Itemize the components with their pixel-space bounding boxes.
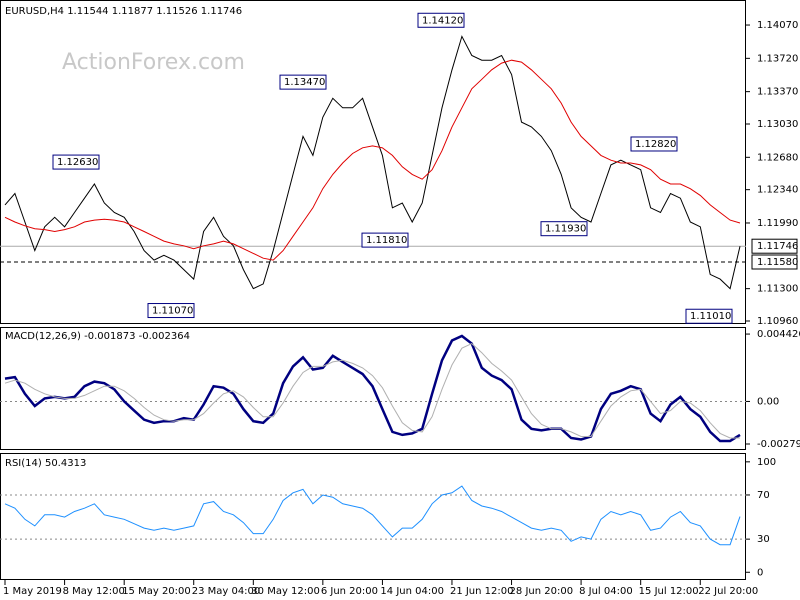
price-label: 1.11070: [152, 306, 193, 317]
y-tick-label: 0.004426: [757, 329, 800, 340]
series-line: [4, 334, 741, 443]
price-label: 1.11810: [366, 235, 407, 246]
watermark: ActionForex.com: [62, 50, 245, 75]
price-label: 1.12820: [635, 139, 676, 150]
y-tick-label: 1.12340: [757, 185, 798, 196]
x-tick-label: 22 Jul 20:00: [698, 586, 758, 597]
price-panel: [0, 0, 746, 324]
x-tick-label: 15 Jul 12:00: [639, 586, 699, 597]
x-tick-label: 23 May 04:00: [192, 586, 261, 597]
y-tick-label: 1.11990: [757, 218, 798, 229]
y-tick-label: -0.002795: [757, 439, 800, 450]
y-tick-label: 1.11300: [757, 284, 798, 295]
price-marker-label: 1.11580: [757, 257, 798, 268]
y-tick-label: 70: [757, 490, 770, 501]
price-label: 1.12630: [57, 157, 98, 168]
price-label-box: [361, 232, 409, 248]
x-tick-label: 30 May 12:00: [251, 586, 320, 597]
y-tick-label: 0: [757, 567, 763, 578]
y-tick-label: 1.10960: [757, 316, 798, 327]
rsi-panel: [0, 453, 746, 580]
price-label: 1.11930: [545, 224, 586, 235]
y-tick-label: 1.13720: [757, 53, 798, 64]
x-tick-label: 15 May 20:00: [122, 586, 191, 597]
x-tick-label: 21 Jun 12:00: [450, 586, 514, 597]
y-tick-label: 1.12680: [757, 152, 798, 163]
y-tick-label: 1.13030: [757, 119, 798, 130]
price-label-box: [685, 308, 733, 324]
price-marker-box: [751, 238, 798, 254]
price-label: 1.14120: [422, 15, 463, 26]
price-title: EURUSD,H4 1.11544 1.11877 1.11526 1.1174…: [5, 6, 242, 17]
y-tick-label: 1.13370: [757, 87, 798, 98]
x-tick-label: 8 Jul 04:00: [579, 586, 633, 597]
y-tick-label: 1.14070: [757, 20, 798, 31]
series-line: [4, 59, 741, 261]
macd-title: MACD(12,26,9) -0.001873 -0.002364: [5, 331, 190, 342]
y-tick-label: 0.00: [757, 396, 779, 407]
x-tick-label: 8 May 12:00: [63, 586, 125, 597]
series-line: [4, 485, 741, 546]
price-marker-label: 1.11746: [757, 241, 798, 252]
price-label-box: [52, 154, 100, 170]
price-label-box: [279, 74, 327, 90]
macd-panel: [0, 327, 746, 450]
y-tick-label: 30: [757, 534, 770, 545]
price-label-box: [417, 12, 465, 28]
price-marker-box: [751, 254, 798, 270]
x-tick-label: 28 Jun 20:00: [510, 586, 574, 597]
rsi-title: RSI(14) 50.4313: [5, 458, 86, 469]
price-label-box: [630, 136, 678, 152]
series-line: [4, 343, 740, 439]
x-tick-label: 14 Jun 04:00: [380, 586, 444, 597]
price-label: 1.11010: [690, 311, 731, 322]
x-tick-label: 1 May 2019: [3, 586, 62, 597]
price-label: 1.13470: [284, 77, 325, 88]
x-tick-label: 6 Jun 20:00: [321, 586, 378, 597]
price-label-box: [540, 221, 588, 237]
y-tick-label: 100: [757, 457, 776, 468]
price-label-box: [147, 303, 195, 319]
